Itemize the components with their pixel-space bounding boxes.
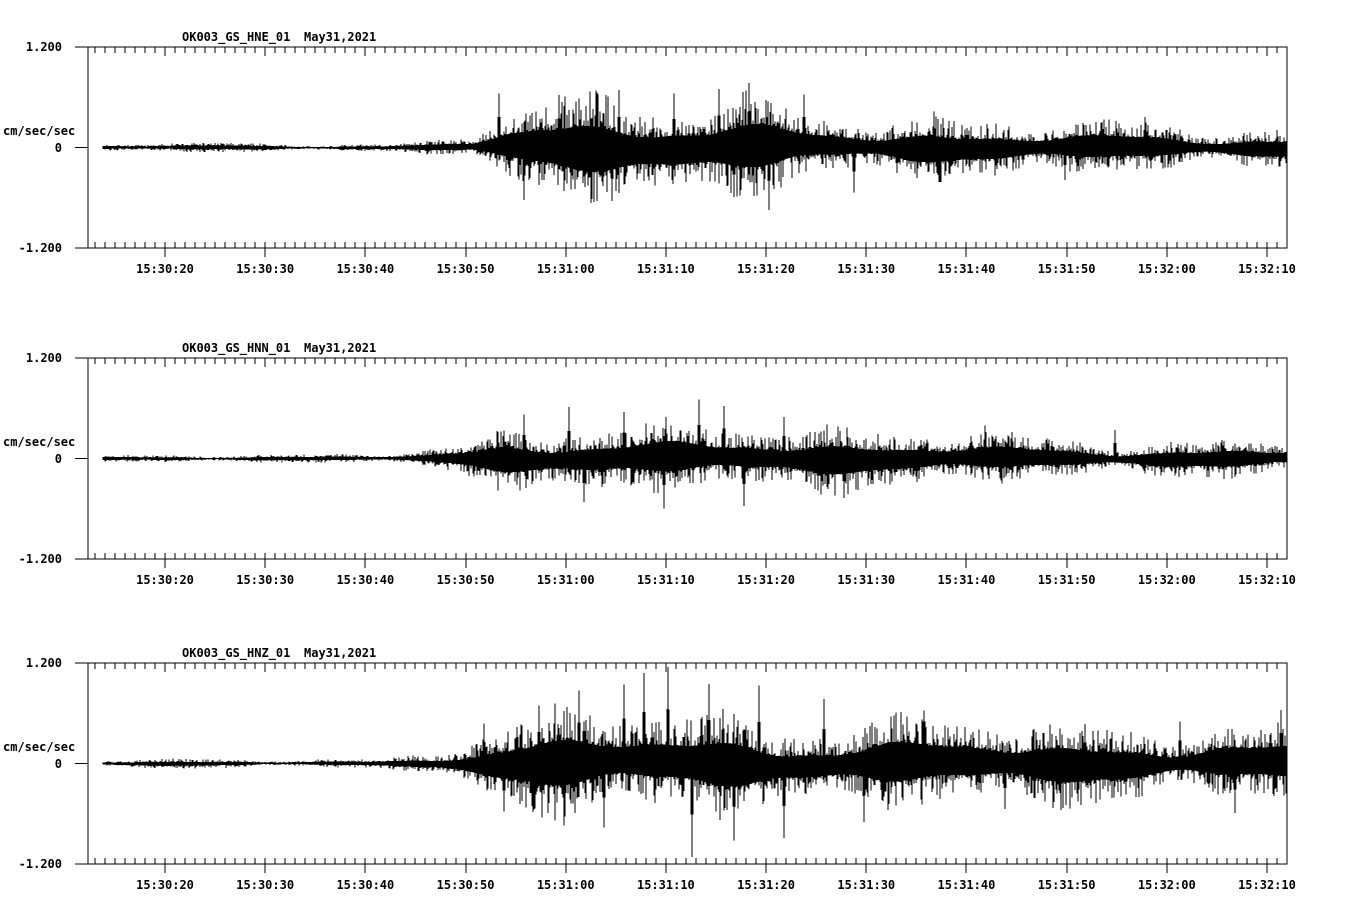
trace-id-hne: OK003_GS_HNE_01 — [182, 30, 291, 44]
x-tick-label: 15:31:30 — [837, 878, 896, 892]
plot-frame — [75, 46, 1288, 257]
y-tick-min-hnn: -1.200 — [18, 552, 62, 566]
y-axis-unit-label-hnn: cm/sec/sec — [3, 435, 76, 449]
y-tick-max-hnn: 1.200 — [25, 351, 62, 365]
waveform-trace-hnz — [102, 667, 1288, 857]
x-tick-label: 15:32:10 — [1238, 262, 1296, 276]
y-axis-unit-label-hne: cm/sec/sec — [3, 124, 76, 138]
y-axis-unit-label-hnz: cm/sec/sec — [3, 740, 76, 754]
x-tick-label: 15:31:40 — [937, 262, 996, 276]
x-tick-label: 15:31:50 — [1037, 262, 1096, 276]
x-tick-label: 15:30:20 — [136, 262, 194, 276]
y-tick-max-hnz: 1.200 — [25, 656, 62, 670]
x-tick-label: 15:30:30 — [236, 573, 295, 587]
x-tick-label: 15:31:20 — [737, 878, 795, 892]
x-tick-label: 15:31:30 — [837, 573, 896, 587]
waveform-plot-hnz — [75, 662, 1288, 873]
x-tick-label: 15:32:00 — [1137, 573, 1196, 587]
x-tick-label: 15:31:00 — [536, 573, 595, 587]
y-tick-max-hne: 1.200 — [25, 40, 62, 54]
x-tick-label: 15:31:00 — [536, 878, 595, 892]
x-tick-label: 15:30:50 — [436, 573, 495, 587]
plot-frame — [75, 357, 1288, 568]
trace-id-hnz: OK003_GS_HNZ_01 — [182, 646, 291, 660]
x-tick-label: 15:31:30 — [837, 262, 896, 276]
waveform-trace-hne — [102, 82, 1288, 211]
y-tick-zero-hnn: 0 — [54, 452, 62, 466]
x-tick-label: 15:30:20 — [136, 878, 194, 892]
x-tick-label: 15:32:00 — [1137, 878, 1196, 892]
waveform-plot-hnn — [75, 357, 1288, 568]
trace-date-hnz: May31,2021 — [304, 646, 377, 660]
x-tick-label: 15:31:10 — [636, 262, 695, 276]
x-tick-label: 15:31:20 — [737, 262, 795, 276]
x-tick-label: 15:30:40 — [336, 262, 395, 276]
x-tick-label: 15:31:40 — [937, 573, 996, 587]
y-tick-zero-hnz: 0 — [54, 757, 62, 771]
x-tick-label: 15:30:30 — [236, 262, 295, 276]
y-tick-min-hne: -1.200 — [18, 241, 62, 255]
waveform-trace-hnn — [102, 399, 1288, 509]
x-tick-label: 15:32:00 — [1137, 262, 1196, 276]
x-tick-label: 15:31:10 — [636, 573, 695, 587]
x-tick-label: 15:31:00 — [536, 262, 595, 276]
x-tick-label: 15:31:50 — [1037, 573, 1096, 587]
x-tick-label: 15:30:40 — [336, 573, 395, 587]
x-tick-label: 15:31:20 — [737, 573, 795, 587]
trace-date-hne: May31,2021 — [304, 30, 377, 44]
waveform-plot-hne — [75, 46, 1288, 257]
x-tick-label: 15:31:40 — [937, 878, 996, 892]
x-tick-label: 15:30:50 — [436, 262, 495, 276]
x-tick-label: 15:32:10 — [1238, 878, 1296, 892]
x-tick-label: 15:31:10 — [636, 878, 695, 892]
x-tick-label: 15:30:40 — [336, 878, 395, 892]
x-tick-label: 15:30:20 — [136, 573, 194, 587]
y-tick-min-hnz: -1.200 — [18, 857, 62, 871]
trace-id-hnn: OK003_GS_HNN_01 — [182, 341, 291, 355]
x-tick-label: 15:30:30 — [236, 878, 295, 892]
x-tick-label: 15:30:50 — [436, 878, 495, 892]
y-tick-zero-hne: 0 — [54, 141, 62, 155]
x-tick-label: 15:32:10 — [1238, 573, 1296, 587]
x-tick-label: 15:31:50 — [1037, 878, 1096, 892]
trace-date-hnn: May31,2021 — [304, 341, 377, 355]
